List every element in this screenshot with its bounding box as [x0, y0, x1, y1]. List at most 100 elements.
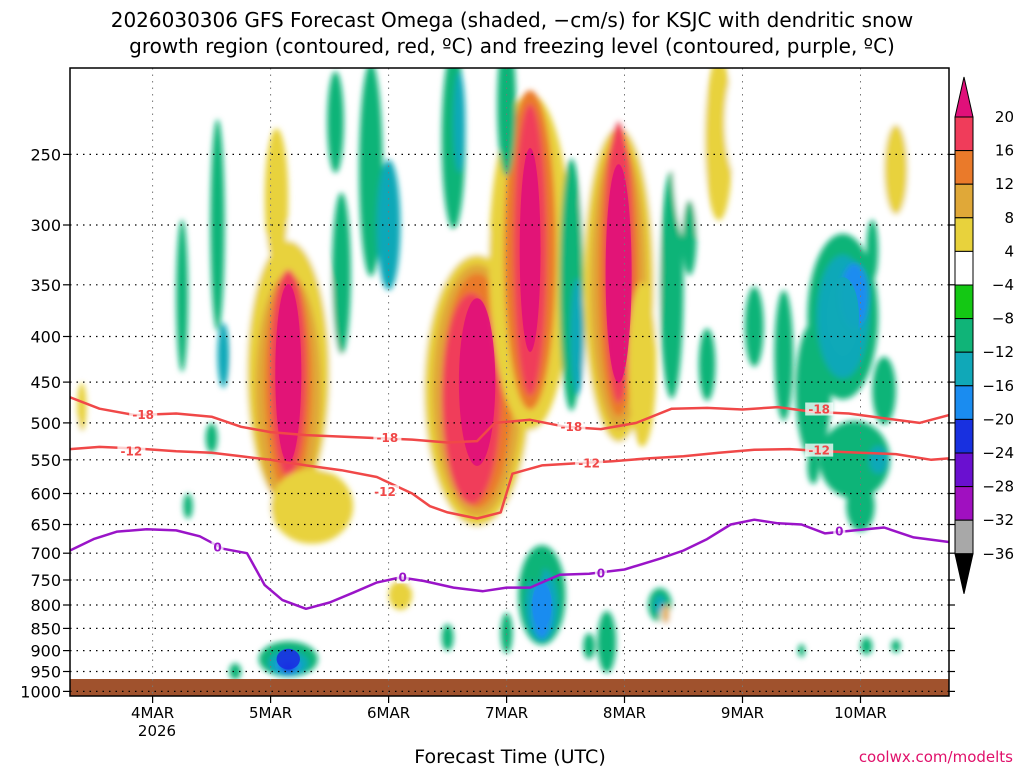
omega-blob	[183, 493, 193, 519]
contour-label: 0	[399, 570, 407, 584]
contour-label: 0	[213, 541, 221, 555]
y-tick-label: 950	[30, 663, 61, 682]
colorbar-label: 4	[1004, 242, 1014, 260]
contour-label-bg	[117, 444, 146, 458]
colorbar: 20 16 12 8 4 −4 −8 −12 −16 −20 −24 −28 −32 −36	[954, 76, 1014, 594]
omega-blob	[628, 282, 657, 447]
source-credit: coolwx.com/modelts	[859, 748, 1013, 766]
contour-label-bg	[805, 402, 834, 416]
contour-label: 0	[835, 525, 843, 539]
contour-label-bg	[211, 540, 224, 554]
descent-7mar-lowlevel	[532, 582, 552, 628]
colorbar-bottom-arrow	[954, 553, 974, 594]
omega-blob	[807, 449, 820, 485]
omega-blob	[270, 468, 354, 544]
contour-label: -18	[561, 420, 583, 434]
contour-label: -12	[578, 456, 600, 470]
y-tick-label: 1000	[20, 682, 61, 701]
omega-blob	[671, 68, 708, 247]
colorbar-swatch	[954, 250, 974, 286]
y-tick-label: 900	[30, 642, 61, 661]
colorbar-swatch	[954, 519, 974, 555]
colorbar-label: −8	[992, 310, 1014, 328]
contour-label-bg	[557, 419, 586, 433]
omega-blob	[453, 71, 466, 173]
descent-5mar-lowlevel	[276, 648, 300, 670]
omega-blob	[698, 328, 716, 401]
x-year-label: 2026	[138, 722, 176, 740]
omega-blob	[176, 219, 189, 372]
contour-label: -12	[808, 444, 830, 458]
colorbar-label: −12	[982, 343, 1014, 361]
y-tick-label: 300	[30, 216, 61, 235]
contour-label-bg	[575, 456, 604, 470]
contour-label-bg	[396, 570, 409, 584]
colorbar-swatch	[954, 351, 974, 387]
colorbar-label: −20	[982, 410, 1014, 428]
contour-label: -18	[808, 403, 830, 417]
plot-area: -18 -12 -18 -12 -18 -12 -18 -12 0 0 0 0	[70, 68, 949, 696]
ascent-core-7mar-upper	[519, 148, 541, 352]
contour-labels: -18 -12 -18 -12 -18 -12 -18 -12 0 0 0 0	[117, 402, 846, 584]
colorbar-label: 8	[1004, 209, 1014, 227]
omega-blob	[825, 68, 873, 221]
colorbar-swatch	[954, 116, 974, 152]
omega-blob	[158, 446, 171, 488]
colorbar-label: −16	[982, 377, 1014, 395]
x-axis: 4MAR 5MAR 6MAR 7MAR 8MAR 9MAR 10MAR	[131, 696, 887, 722]
colorbar-swatch	[954, 150, 974, 185]
omega-blob	[819, 420, 890, 499]
colorbar-top-arrow	[954, 76, 974, 118]
omega-field	[70, 68, 938, 680]
colorbar-swatch	[954, 217, 974, 252]
contour-label-bg	[129, 408, 158, 422]
omega-blob	[777, 73, 826, 204]
omega-blob	[229, 663, 242, 680]
colorbar-label: 20	[995, 108, 1014, 126]
x-tick-label: 10MAR	[834, 704, 887, 722]
chart-title-line2: growth region (contoured, red, ºC) and f…	[129, 34, 895, 58]
chart-title-line1: 2026030306 GFS Forecast Omega (shaded, −…	[111, 8, 914, 32]
y-tick-label: 450	[30, 373, 61, 392]
colorbar-swatch	[954, 318, 974, 353]
contour-label: -18	[132, 408, 154, 422]
contour-line-1	[70, 445, 949, 520]
colorbar-swatch	[954, 486, 974, 521]
x-tick-label: 6MAR	[367, 704, 410, 722]
terrain-surface	[70, 679, 949, 696]
omega-blob	[217, 323, 230, 388]
contour-label: -12	[121, 444, 143, 458]
colorbar-label: −28	[982, 478, 1014, 496]
contour-label-bg	[805, 443, 834, 457]
x-tick-label: 7MAR	[485, 704, 528, 722]
y-tick-label: 850	[30, 619, 61, 638]
omega-blob	[264, 128, 289, 269]
ascent-core-5mar	[275, 284, 302, 463]
omega-blob	[205, 423, 218, 453]
colorbar-label: −24	[982, 444, 1014, 462]
omega-blob	[388, 580, 413, 610]
omega-blob	[359, 68, 383, 277]
colorbar-swatch	[954, 452, 974, 488]
omega-blob	[846, 481, 875, 532]
contour-label: 0	[597, 567, 605, 581]
ascent-core-6-7mar	[458, 298, 496, 466]
omega-blob	[406, 497, 419, 540]
omega-blob	[70, 418, 82, 516]
omega-blob	[884, 124, 908, 215]
y-tick-label: 650	[30, 516, 61, 535]
omega-blob	[441, 624, 454, 651]
y-tick-label: 800	[30, 596, 61, 615]
omega-blob	[860, 637, 873, 655]
contour-label: -12	[374, 485, 396, 499]
contour-label-bg	[373, 431, 402, 445]
y-tick-label: 750	[30, 571, 61, 590]
y-tick-label: 250	[30, 145, 61, 164]
y-tick-label: 700	[30, 544, 61, 563]
descent-10mar-upper	[826, 277, 859, 357]
omega-blob	[500, 612, 513, 654]
colorbar-label: −4	[992, 276, 1014, 294]
y-tick-label: 550	[30, 451, 61, 470]
omega-blob	[798, 644, 805, 658]
